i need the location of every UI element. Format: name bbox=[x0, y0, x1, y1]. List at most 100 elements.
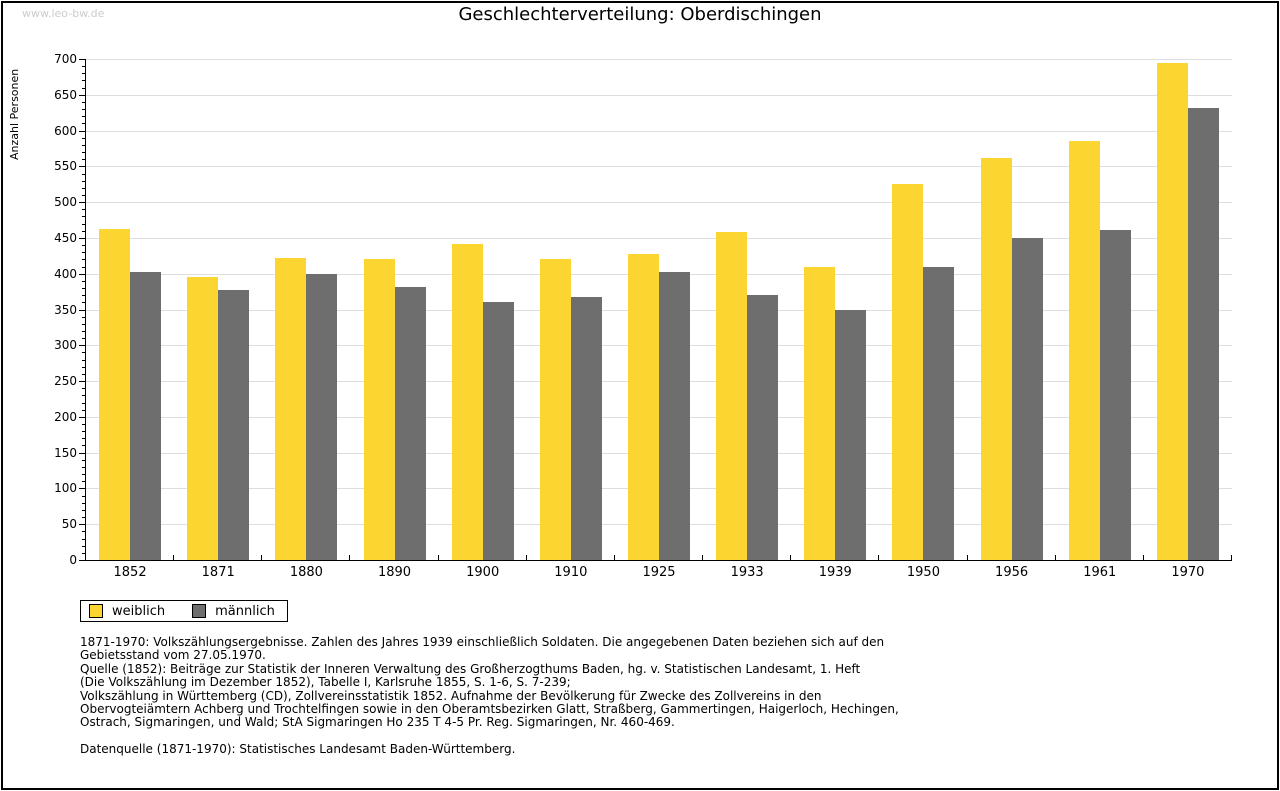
y-major-tick bbox=[79, 237, 86, 239]
bar-group bbox=[439, 59, 527, 560]
y-minor-tick bbox=[82, 466, 86, 468]
bar-weiblich bbox=[980, 157, 1012, 560]
y-minor-tick bbox=[82, 252, 86, 254]
y-minor-tick bbox=[82, 180, 86, 182]
y-minor-tick bbox=[82, 531, 86, 533]
footer-line: Quelle (1852): Beiträge zur Statistik de… bbox=[80, 661, 861, 676]
y-minor-tick bbox=[82, 438, 86, 440]
y-minor-tick bbox=[82, 230, 86, 232]
y-tick-label: 700 bbox=[54, 52, 77, 66]
footer-line: (Die Volkszählung im Dezember 1852), Tab… bbox=[80, 675, 571, 690]
data-source-note: Datenquelle (1871-1970): Statistisches L… bbox=[80, 741, 516, 756]
y-minor-tick bbox=[82, 545, 86, 547]
gridline bbox=[86, 202, 1232, 204]
watermark: www.leo-bw.de bbox=[22, 7, 105, 20]
chart-title: Geschlechterverteilung: Oberdischingen bbox=[458, 4, 822, 25]
y-major-tick bbox=[79, 309, 86, 311]
y-minor-tick bbox=[82, 101, 86, 103]
y-major-tick bbox=[79, 202, 86, 204]
plot-area: 0 50 100 150 200 250 300 350 400 450 500 550 600 650 7… bbox=[54, 53, 1232, 580]
bar-group bbox=[1144, 59, 1232, 560]
y-major-tick bbox=[79, 524, 86, 526]
footer-line: Volkszählung in Württemberg (CD), Zollve… bbox=[80, 688, 822, 703]
bar-weiblich bbox=[451, 244, 483, 560]
y-minor-tick bbox=[82, 194, 86, 196]
y-minor-tick bbox=[82, 87, 86, 89]
gridline bbox=[86, 166, 1232, 168]
bar-maennlich bbox=[306, 274, 338, 560]
x-boundary-tick bbox=[349, 555, 351, 560]
bar-maennlich bbox=[394, 286, 426, 560]
bar-group bbox=[615, 59, 703, 560]
y-minor-tick bbox=[82, 509, 86, 511]
footer-spacer bbox=[80, 730, 1210, 743]
bar-maennlich bbox=[570, 296, 602, 560]
x-tick-label: 1956 bbox=[995, 565, 1029, 580]
x-tick-label: 1961 bbox=[1083, 565, 1117, 580]
x-tick-label: 1871 bbox=[201, 565, 235, 580]
legend-swatch-weiblich bbox=[89, 604, 103, 618]
x-boundary-tick bbox=[966, 555, 968, 560]
legend-swatch-maennlich bbox=[192, 604, 207, 618]
x-tick-label: 1950 bbox=[906, 565, 940, 580]
x-tick-label: 1890 bbox=[377, 565, 412, 580]
y-minor-tick bbox=[82, 431, 86, 433]
y-minor-tick bbox=[82, 402, 86, 404]
y-minor-tick bbox=[82, 373, 86, 375]
y-minor-tick bbox=[82, 173, 86, 175]
y-minor-tick bbox=[82, 409, 86, 411]
y-minor-tick bbox=[82, 259, 86, 261]
y-minor-tick bbox=[82, 280, 86, 282]
x-tick-label: 1939 bbox=[818, 565, 852, 580]
y-major-tick bbox=[79, 452, 86, 454]
y-minor-tick bbox=[82, 116, 86, 118]
bar-weiblich bbox=[1068, 140, 1100, 560]
x-boundary-tick bbox=[702, 555, 704, 560]
y-minor-tick bbox=[82, 302, 86, 304]
bar-weiblich bbox=[716, 231, 748, 560]
y-minor-tick bbox=[82, 330, 86, 332]
bar-group bbox=[262, 59, 350, 560]
y-major-tick bbox=[79, 381, 86, 383]
gridline bbox=[86, 130, 1232, 132]
bar-maennlich bbox=[658, 272, 690, 560]
y-minor-tick bbox=[82, 502, 86, 504]
bar-weiblich bbox=[99, 229, 131, 560]
y-minor-tick bbox=[82, 144, 86, 146]
bar-weiblich bbox=[1156, 63, 1188, 560]
legend-label-maennlich: männlich bbox=[215, 603, 275, 619]
y-minor-tick bbox=[82, 187, 86, 189]
y-minor-tick bbox=[82, 109, 86, 111]
bar-group bbox=[703, 59, 791, 560]
x-boundary-tick bbox=[613, 555, 615, 560]
bar-weiblich bbox=[804, 267, 836, 560]
x-tick-label: 1852 bbox=[113, 565, 147, 580]
y-minor-tick bbox=[82, 159, 86, 161]
y-minor-tick bbox=[82, 266, 86, 268]
bar-maennlich bbox=[1099, 230, 1131, 560]
y-tick-label: 450 bbox=[54, 230, 77, 245]
legend-label-weiblich: weiblich bbox=[112, 603, 166, 619]
bar-weiblich bbox=[275, 257, 307, 560]
y-minor-tick bbox=[82, 152, 86, 154]
y-tick-label: 100 bbox=[54, 481, 77, 496]
y-axis-label: Anzahl Personen bbox=[8, 68, 21, 160]
y-major-tick bbox=[79, 345, 86, 347]
gridline bbox=[86, 237, 1232, 239]
y-minor-tick bbox=[82, 288, 86, 290]
y-tick-label: 350 bbox=[54, 302, 77, 317]
bar-weiblich bbox=[187, 276, 219, 560]
x-boundary-tick bbox=[878, 555, 880, 560]
y-minor-tick bbox=[82, 245, 86, 247]
footer-line: Gebietsstand vom 27.05.1970. bbox=[80, 648, 266, 663]
y-minor-tick bbox=[82, 495, 86, 497]
gridline bbox=[86, 59, 1232, 60]
y-minor-tick bbox=[82, 481, 86, 483]
x-boundary-tick bbox=[525, 555, 527, 560]
y-minor-tick bbox=[82, 223, 86, 225]
y-major-tick bbox=[79, 273, 86, 275]
y-tick-label: 500 bbox=[54, 195, 77, 210]
y-tick-label: 400 bbox=[54, 266, 77, 281]
x-tick-label: 1933 bbox=[730, 565, 764, 580]
bar-group bbox=[791, 59, 879, 560]
